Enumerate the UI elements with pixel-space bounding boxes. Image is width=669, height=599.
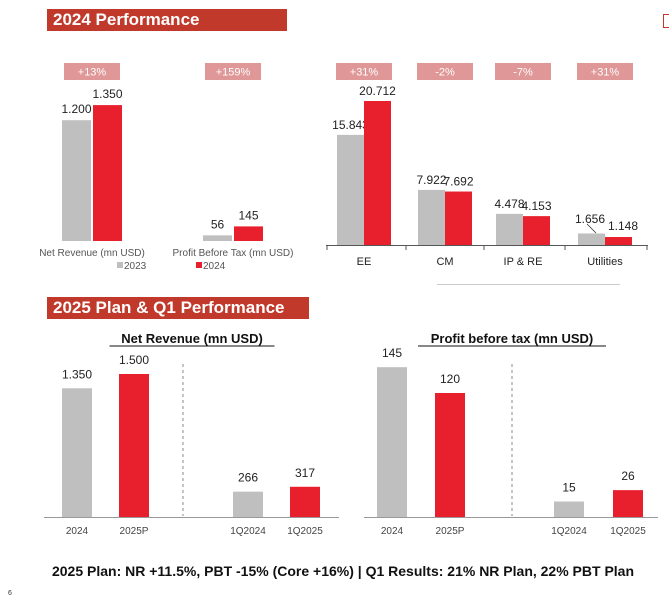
plan-category-pbt-plan-2: 1Q2024 — [551, 526, 587, 537]
segment-category-3: Utilities — [587, 256, 623, 268]
category-label-0: Net Revenue (mn USD) — [39, 248, 145, 259]
badge-segment-2: -7% — [513, 67, 533, 79]
segment-bar-label-2023-1: 7.922 — [416, 173, 446, 187]
page-number: 6 — [8, 590, 12, 597]
bar-label-2023-1: 56 — [211, 217, 225, 231]
segment-bar-label-2024-1: 7.692 — [443, 175, 473, 189]
summary-footnote: 2025 Plan: NR +11.5%, PBT -15% (Core +16… — [51, 563, 635, 579]
plan-bar-label-pbt-plan-1: 120 — [440, 372, 460, 386]
corner-mark — [663, 14, 669, 28]
plan-bar-label-nr-plan-1: 1.500 — [119, 353, 149, 367]
segment-bar-2024-0 — [364, 101, 391, 245]
plan-bar-pbt-plan-0 — [377, 367, 407, 517]
section-banner-2024-performance: 2024 Performance — [47, 9, 287, 31]
badge-segment-1: -2% — [435, 67, 455, 79]
plan-bar-pbt-plan-2 — [554, 501, 584, 517]
segment-category-2: IP & RE — [504, 256, 543, 268]
plan-bar-nr-plan-0 — [62, 388, 92, 517]
segment-bar-2023-2 — [496, 213, 523, 245]
bar-label-2024-1: 145 — [238, 208, 258, 222]
segment-bar-label-2024-0: 20.712 — [359, 84, 396, 98]
plan-bar-label-nr-plan-2: 266 — [238, 471, 258, 485]
bar-2023-1 — [203, 235, 232, 241]
badge-overview-1: +159% — [216, 67, 251, 79]
segment-bar-label-2024-3: 1.148 — [608, 219, 638, 233]
plan-title-nr-plan: Net Revenue (mn USD) — [121, 331, 263, 346]
segment-category-1: CM — [436, 256, 453, 268]
segment-bar-label-2023-2: 4.478 — [494, 197, 524, 211]
badge-segment-3: +31% — [591, 67, 620, 79]
segment-bar-2023-3 — [578, 233, 605, 245]
segment-bar-2023-1 — [418, 189, 445, 245]
bar-label-2023-0: 1.200 — [61, 102, 91, 116]
badge-segment-2-bg — [495, 63, 551, 80]
badge-segment-0: +31% — [350, 67, 379, 79]
plan-title-pbt-plan: Profit before tax (mn USD) — [431, 331, 594, 346]
plan-bar-label-nr-plan-3: 317 — [295, 466, 315, 480]
badge-segment-3-bg — [577, 63, 633, 80]
plan-category-pbt-plan-3: 1Q2025 — [610, 526, 646, 537]
badge-segment-1-bg — [417, 63, 473, 80]
bar-2024-0 — [93, 105, 122, 241]
plan-bar-nr-plan-1 — [119, 374, 149, 517]
plan-bar-label-pbt-plan-3: 26 — [621, 469, 635, 483]
bar-2023-0 — [62, 120, 91, 241]
plan-bar-label-pbt-plan-0: 145 — [382, 346, 402, 360]
plan-category-pbt-plan-1: 2025P — [436, 526, 465, 537]
plan-bar-nr-plan-2 — [233, 491, 263, 517]
legend-label-2023: 2023 — [124, 261, 147, 272]
legend-label-2024: 2024 — [203, 261, 226, 272]
segment-bar-2024-2 — [523, 216, 550, 245]
plan-category-pbt-plan-0: 2024 — [381, 526, 404, 537]
badge-overview-0-bg — [64, 63, 120, 80]
legend-swatch-2024 — [196, 262, 202, 268]
segment-category-0: EE — [357, 256, 372, 268]
bar-label-2024-0: 1.350 — [92, 87, 122, 101]
badge-overview-1-bg — [205, 63, 261, 80]
plan-category-nr-plan-2: 1Q2024 — [230, 526, 266, 537]
section-banner-2025-plan: 2025 Plan & Q1 Performance — [47, 297, 309, 319]
segment-bar-label-2023-0: 15.843 — [332, 118, 369, 132]
utilities-leader-line — [586, 223, 597, 234]
segment-bar-2024-3 — [605, 237, 632, 245]
segment-bar-label-2023-3: 1.656 — [575, 212, 605, 226]
badge-segment-0-bg — [336, 63, 392, 80]
plan-category-nr-plan-0: 2024 — [66, 526, 89, 537]
badge-overview-0: +13% — [78, 67, 107, 79]
plan-category-nr-plan-3: 1Q2025 — [287, 526, 323, 537]
segment-bar-2024-1 — [445, 191, 472, 245]
plan-bar-nr-plan-3 — [290, 486, 320, 517]
segment-bar-2023-0 — [337, 134, 364, 245]
bar-2024-1 — [234, 226, 263, 241]
segment-bar-label-2024-2: 4.153 — [521, 199, 551, 213]
plan-category-nr-plan-1: 2025P — [120, 526, 149, 537]
plan-bar-label-pbt-plan-2: 15 — [562, 481, 576, 495]
plan-bar-label-nr-plan-0: 1.350 — [62, 367, 92, 381]
plan-bar-pbt-plan-3 — [613, 490, 643, 517]
legend-swatch-2023 — [117, 262, 123, 268]
category-label-1: Profit Before Tax (mn USD) — [173, 248, 294, 259]
plan-bar-pbt-plan-1 — [435, 393, 465, 517]
